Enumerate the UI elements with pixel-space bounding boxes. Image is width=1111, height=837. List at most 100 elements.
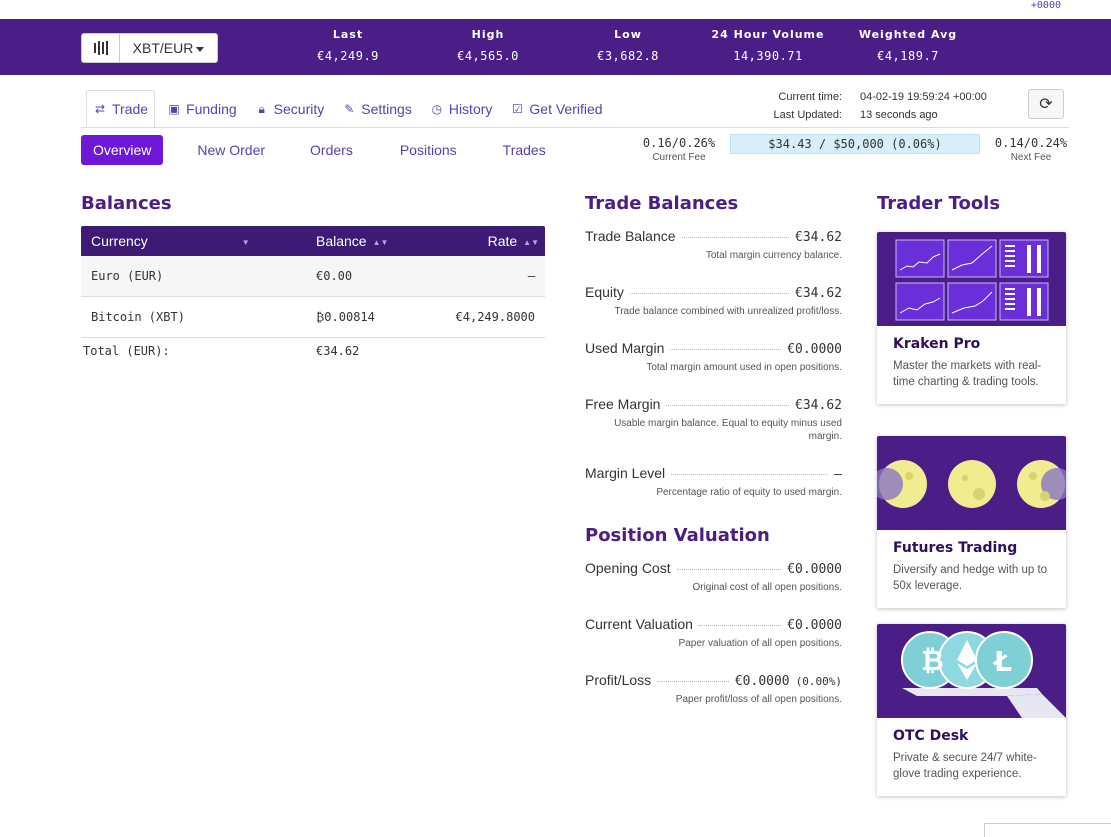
wrench-icon: ✎	[344, 102, 355, 116]
svg-text:₿: ₿	[921, 644, 944, 677]
kraken-pro-card[interactable]: Kraken Pro Master the markets with real-…	[877, 232, 1066, 404]
tab-label: Settings	[361, 101, 412, 117]
fee-progress-bar: $34.43 / $50,000 (0.06%)	[730, 134, 980, 154]
tab-get-verified[interactable]: ☑ Get Verified	[504, 90, 608, 128]
clock-icon: ◷	[431, 102, 443, 116]
current-time-value: 04-02-19 19:59:24 +00:00	[860, 91, 987, 103]
trade-balance-item: Trade Balance €34.62 Total margin currenc…	[585, 228, 842, 262]
card-title: Kraken Pro	[893, 336, 981, 352]
item-description: Usable margin balance. Equal to equity m…	[614, 418, 842, 442]
stat-label: Weighted Avg	[858, 28, 958, 41]
tabs-divider	[81, 127, 1069, 128]
check-square-icon: ☑	[512, 102, 523, 116]
next-fee-label: Next Fee	[1010, 152, 1052, 163]
tab-history[interactable]: ◷ History	[424, 90, 499, 128]
tab-trade[interactable]: ⇄ Trade	[86, 90, 156, 128]
next-fee-value: 0.14/0.24%	[994, 136, 1068, 150]
current-valuation-item: Current Valuation €0.0000 Paper valuation…	[585, 616, 842, 650]
current-time-label: Current time:	[778, 91, 842, 103]
column-balance[interactable]: Balance ▲▼	[316, 233, 436, 249]
subnav-overview[interactable]: Overview	[81, 135, 164, 165]
futures-illustration	[877, 436, 1066, 530]
stat-value: €4,189.7	[877, 49, 939, 63]
balances-table-header: Currency ▼ Balance ▲▼ Rate ▲▼	[81, 226, 545, 256]
main-tabs: ⇄ Trade ▣ Funding 🔒︎ Security ✎ Settings ◷ Hi…	[86, 90, 615, 128]
refresh-button[interactable]: ⟳	[1028, 89, 1064, 119]
total-value: €34.62	[316, 344, 360, 358]
balances-total-row: Total (EUR): €34.62	[81, 338, 545, 358]
item-value: €0.0000	[787, 618, 842, 633]
last-updated-label: Last Updated:	[773, 109, 843, 121]
cell-currency: Euro (EUR)	[91, 269, 164, 283]
timezone-label: +0000	[1030, 0, 1061, 11]
position-valuation-heading: Position Valuation	[585, 525, 770, 546]
profit-loss-item: Profit/Loss €0.0000 (0.00%) Paper profit/l…	[585, 672, 842, 706]
current-fee-value: 0.16/0.26%	[642, 136, 716, 150]
otc-desk-card[interactable]: ₿ Ł OTC Desk Private & secure 24/7 white…	[877, 624, 1066, 796]
cell-balance: ₿0.00814	[316, 309, 375, 324]
item-value: €0.0000	[787, 562, 842, 577]
item-name: Profit/Loss	[585, 672, 652, 688]
sort-icon: ▲▼	[372, 237, 389, 247]
retweet-icon: ⇄	[94, 102, 106, 116]
column-label: Currency	[91, 233, 148, 249]
stat-label: Last	[332, 28, 364, 41]
time-info: Current time: 04-02-19 19:59:24 +00:00 La…	[760, 88, 987, 124]
item-name: Current Valuation	[585, 616, 693, 632]
card-title: Futures Trading	[893, 540, 1018, 556]
stat-volume: 24 Hour Volume 14,390.71	[698, 28, 838, 63]
subnav-orders[interactable]: Orders	[310, 142, 353, 158]
subnav-new-order[interactable]: New Order	[197, 142, 266, 158]
last-updated-value: 13 seconds ago	[860, 109, 938, 121]
otc-desk-illustration: ₿ Ł	[877, 624, 1066, 718]
bar-chart-icon	[82, 34, 120, 62]
item-description: Paper valuation of all open positions.	[678, 638, 842, 649]
cell-currency: Bitcoin (XBT)	[91, 310, 185, 324]
item-description: Percentage ratio of equity to used margi…	[656, 487, 842, 498]
tab-label: Trade	[112, 101, 149, 117]
item-description: Total margin amount used in open positio…	[646, 362, 842, 373]
ticker-bar: XBT/EUR Last €4,249.9 High €4,565.0 Low €3,…	[0, 19, 1111, 75]
tab-settings[interactable]: ✎ Settings	[336, 90, 418, 128]
margin-level-item: Margin Level — Percentage ratio of equity…	[585, 465, 842, 499]
item-value: €0.0000	[734, 674, 790, 689]
lock-icon: 🔒︎	[258, 101, 265, 116]
current-fee: 0.16/0.26% Current Fee	[630, 136, 728, 163]
balances-heading: Balances	[81, 193, 172, 214]
cell-rate: €4,249.8000	[455, 310, 535, 324]
equity-item: Equity €34.62 Trade balance combined with…	[585, 284, 842, 318]
refresh-icon: ⟳	[1039, 96, 1053, 113]
money-icon: ▣	[168, 102, 180, 116]
table-row[interactable]: Bitcoin (XBT) ₿0.00814 €4,249.8000	[81, 297, 545, 338]
pair-label: XBT/EUR	[132, 40, 194, 56]
free-margin-item: Free Margin €34.62 Usable margin balance.…	[585, 396, 842, 443]
item-value: €0.0000	[787, 342, 842, 357]
total-label: Total (EUR):	[83, 344, 170, 358]
stat-low: Low €3,682.8	[568, 28, 688, 63]
tab-label: Get Verified	[529, 101, 603, 117]
current-fee-label: Current Fee	[652, 152, 706, 163]
stat-high: High €4,565.0	[428, 28, 548, 63]
item-value: €34.62	[795, 398, 842, 413]
item-name: Opening Cost	[585, 560, 671, 576]
subnav-trades[interactable]: Trades	[502, 142, 546, 158]
tab-security[interactable]: 🔒︎ Security	[249, 90, 331, 128]
pair-selector-button[interactable]: XBT/EUR	[81, 33, 218, 63]
opening-cost-item: Opening Cost €0.0000 Original cost of all…	[585, 560, 842, 594]
column-rate[interactable]: Rate ▲▼	[436, 233, 545, 249]
tab-label: Funding	[186, 101, 237, 117]
futures-trading-card[interactable]: Futures Trading Diversify and hedge with…	[877, 436, 1066, 608]
next-fee: 0.14/0.24% Next Fee	[982, 136, 1080, 163]
item-name: Equity	[585, 284, 624, 300]
subnav-positions[interactable]: Positions	[399, 142, 457, 158]
svg-text:Ł: Ł	[992, 645, 1012, 678]
tab-funding[interactable]: ▣ Funding	[161, 90, 243, 128]
table-row[interactable]: Euro (EUR) €0.00 —	[81, 256, 545, 297]
item-description: Paper profit/loss of all open positions.	[675, 694, 842, 705]
cell-rate: —	[527, 269, 535, 283]
cell-balance: €0.00	[316, 269, 353, 283]
stat-weighted-avg: Weighted Avg €4,189.7	[848, 28, 968, 63]
card-description: Master the markets with real-time charti…	[893, 360, 1042, 388]
stat-label: Low	[614, 28, 642, 41]
column-currency[interactable]: Currency ▼	[81, 233, 316, 249]
